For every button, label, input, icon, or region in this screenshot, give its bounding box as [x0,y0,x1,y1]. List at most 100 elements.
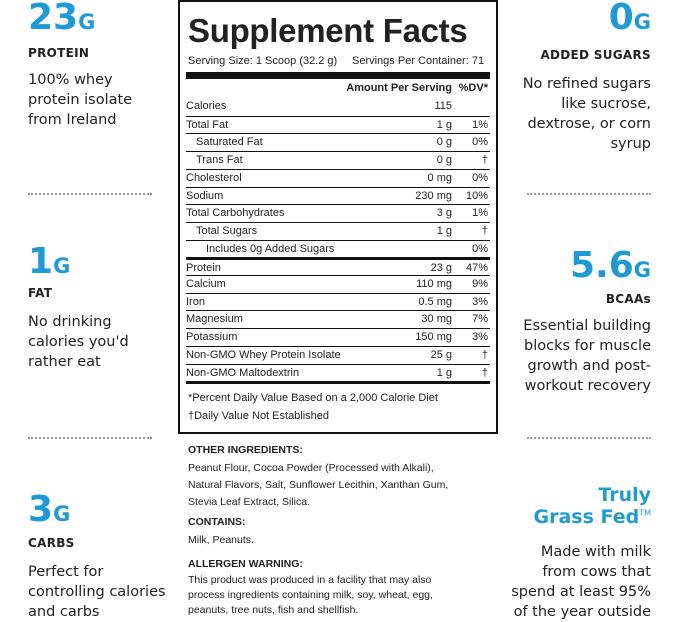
allergen-line: process ingredients containing milk, soy… [188,589,433,601]
facts-row: Potassium 150 mg 3% [186,328,490,347]
stat-text: Perfect for [28,564,104,580]
footnote: *Percent Daily Value Based on a 2,000 Ca… [188,392,438,404]
nutrient-dv: 0% [472,136,488,149]
stat-heading: Truly [598,484,651,506]
separator [28,437,152,439]
stat-unit: G [78,10,96,34]
separator [527,193,651,195]
stat-text: No refined sugars [522,76,651,92]
stat-text: growth and post- [527,358,652,374]
stat-value: 3G [28,490,70,534]
nutrient-amount: 150 mg [415,331,452,344]
stat-number: 0 [608,0,634,38]
nutrient-dv: † [481,154,488,167]
stat-text: 100% whey [28,72,113,88]
nutrient-name: Calcium [186,278,226,290]
facts-row: Sodium 230 mg 10% [186,186,490,206]
stat-value: 0G [609,0,651,42]
stat-text: like sucrose, [561,96,651,112]
nutrient-dv: 3% [472,295,488,308]
stat-text: from cows that [542,564,651,580]
facts-row: Iron 0.5 mg 3% [186,292,490,312]
stat-number: 3 [28,489,54,530]
nutrient-dv: 0% [472,242,488,255]
nutrient-name: Cholesterol [186,171,242,184]
heading-text: Truly [598,484,651,506]
stat-number: 23 [28,0,79,38]
nutrient-amount: 3 g [436,207,452,220]
dv-header: %DV* [458,82,488,94]
nutrient-dv: † [481,224,488,237]
stat-text: No drinking [28,314,112,330]
ingredient-line: Natural Flavors, Salt, Sunflower Lecithi… [188,479,449,491]
supplement-facts-panel: Supplement Facts Serving Size: 1 Scoop (… [178,0,498,434]
ingredient-line: Peanut Flour, Cocoa Powder (Processed wi… [188,462,434,474]
stat-label: BCAAs [605,292,651,306]
stat-label: PROTEIN [28,46,90,60]
stat-text: blocks for muscle [524,338,651,354]
rule [186,381,490,385]
stat-label: FAT [28,286,53,300]
stat-text: Made with milk [540,544,651,560]
nutrient-amount: 1 g [436,224,452,237]
nutrient-name: Sodium [186,189,224,202]
nutrient-amount: 0 g [436,154,452,167]
stat-label: ADDED SUGARS [540,48,651,62]
facts-row: Total Sugars 1 g † [186,221,490,241]
trademark: TM [639,508,651,518]
nutrient-name: Non-GMO Whey Protein Isolate [186,348,341,361]
amount-header: Amount Per Serving [346,82,452,94]
stat-number: 1 [28,241,54,282]
facts-row: Calories 115 [186,98,490,116]
nutrient-name: Non-GMO Maltodextrin [186,366,300,379]
nutrient-dv: † [481,366,488,379]
stat-value: 1G [28,242,70,286]
stat-label: CARBS [28,536,75,550]
section-title: ALLERGEN WARNING: [188,558,303,570]
rule [186,72,490,79]
nutrient-amount: 1 g [436,118,452,131]
nutrient-amount: 0 mg [427,171,452,184]
facts-row: Non-GMO Whey Protein Isolate 25 g † [186,345,490,365]
stat-unit: G [53,502,71,526]
stat-text: dextrose, or corn [527,116,651,132]
stat-text: protein isolate [28,92,133,108]
stat-text: Essential building [523,318,651,334]
facts-row: Total Carbohydrates 3 g 1% [186,204,490,223]
nutrient-dv: 3% [472,331,488,344]
facts-row: Includes 0g Added Sugars 0% [186,239,490,259]
section-title: CONTAINS: [188,516,246,528]
stat-text: and carbs [28,604,100,620]
nutrient-name: Protein [186,262,221,275]
nutrient-amount: 230 mg [415,189,452,202]
facts-title: Supplement Facts [188,12,468,49]
nutrient-amount: 0 g [436,136,452,149]
stat-text: from Ireland [28,112,117,128]
stat-text: spend at least 95% [511,584,651,600]
stat-value: 5.6G [570,246,651,290]
nutrient-name: Calories [186,100,227,112]
allergen-line: peanuts, tree nuts, fish and shellfish. [188,604,359,616]
footnote: †Daily Value Not Established [188,410,330,422]
nutrient-amount: 110 mg [416,278,452,290]
nutrient-amount: 115 [434,100,452,112]
nutrient-dv: 10% [465,189,488,202]
nutrient-name: Total Fat [186,118,229,131]
nutrient-name: Saturated Fat [196,136,263,149]
stat-text: workout recovery [524,378,651,394]
stat-value: 23G [28,0,95,42]
nutrient-dv: † [481,348,488,361]
stat-unit: G [633,258,651,282]
stat-text: rather eat [28,354,101,370]
ingredient-line: Stevia Leaf Extract, Silica. [188,496,310,508]
nutrient-amount: 30 mg [421,313,452,326]
facts-row: Cholesterol 0 mg 0% [186,168,490,188]
stat-text: controlling calories [28,584,166,600]
nutrient-name: Total Sugars [196,224,258,237]
nutrient-name: Total Carbohydrates [186,207,285,220]
separator [527,437,651,439]
facts-row: Total Fat 1 g 1% [186,115,490,135]
stat-text: of the year outside [513,604,651,620]
stat-text: syrup [610,136,652,152]
